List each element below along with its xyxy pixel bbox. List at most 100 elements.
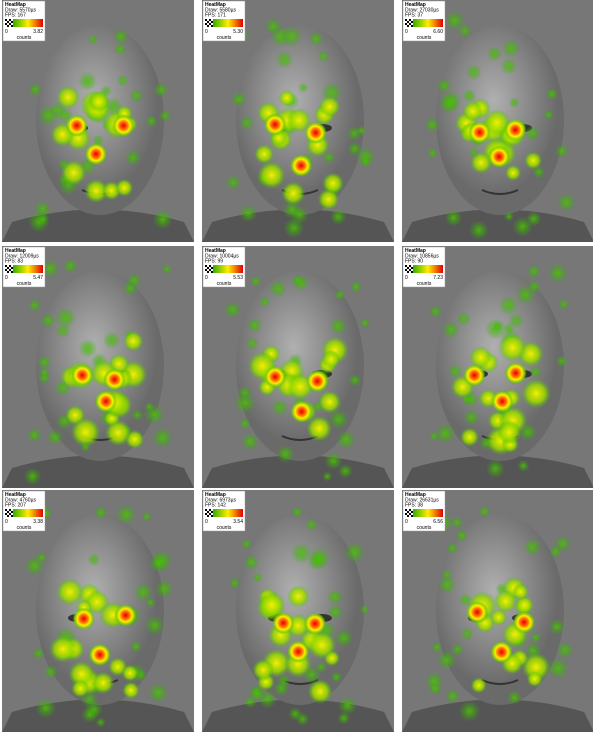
heat-spot — [298, 83, 308, 93]
heat-spot — [28, 299, 42, 313]
heat-spot — [427, 148, 438, 159]
heat-spot — [319, 96, 341, 118]
scale-min: 0 — [205, 519, 208, 525]
scale-bar — [413, 509, 443, 517]
scale-max: 6.60 — [433, 29, 443, 35]
panel: HeatMapDraw: 4760µsFPS: 20703.38counts — [2, 490, 194, 732]
heat-spot — [291, 506, 303, 518]
heat-spot — [133, 582, 152, 601]
scale-max: 5.53 — [233, 275, 243, 281]
legend: HeatMapDraw: 12009µsFPS: 8305.47counts — [3, 247, 45, 287]
heat-spot — [505, 362, 527, 384]
scale-bar — [13, 19, 43, 27]
scale-min: 0 — [405, 519, 408, 525]
heat-spot — [308, 679, 333, 704]
heat-spot — [115, 604, 137, 626]
heat-spot — [334, 289, 345, 300]
heat-spot — [527, 671, 543, 687]
heat-spot — [327, 604, 343, 620]
heat-spot — [36, 213, 49, 226]
fps: FPS: 171 — [205, 13, 226, 19]
heat-spot — [322, 471, 332, 481]
heat-spot — [113, 28, 129, 44]
heat-spot — [96, 717, 106, 727]
heat-spot — [78, 71, 97, 90]
heat-spot — [288, 707, 302, 721]
heat-spot — [350, 281, 363, 294]
heat-spot — [112, 115, 134, 137]
heat-spot — [142, 512, 152, 522]
heat-spot — [290, 155, 312, 177]
heat-spot — [309, 547, 331, 569]
heat-spot — [27, 427, 42, 442]
heat-spot — [508, 313, 523, 328]
heat-spot — [276, 445, 295, 464]
scale-min: 0 — [5, 519, 8, 525]
heat-spot — [469, 121, 491, 143]
heat-spot — [287, 641, 309, 663]
heat-spot — [317, 50, 329, 62]
heat-spot — [555, 144, 569, 158]
heat-spot — [44, 665, 58, 679]
heat-spot — [497, 420, 521, 444]
heat-spot — [239, 418, 251, 430]
scale-bar — [413, 265, 443, 273]
heat-spot — [446, 542, 458, 554]
heat-spot — [557, 193, 576, 212]
heat-spot — [63, 258, 78, 273]
heat-spot — [322, 172, 344, 194]
heat-spot — [24, 468, 41, 485]
heat-spot — [463, 409, 479, 425]
panel: HeatMapDraw: 10004µsFPS: 9905.53counts — [202, 246, 394, 488]
heat-spot — [344, 542, 365, 563]
panel: HeatMapDraw: 12009µsFPS: 8305.47counts — [2, 246, 194, 488]
heat-spot — [148, 683, 169, 704]
scale-checker — [405, 265, 413, 273]
heat-spot — [246, 337, 259, 350]
heat-spot — [504, 119, 526, 141]
heat-spot — [304, 613, 326, 635]
heat-spot — [509, 97, 520, 108]
heat-spot — [36, 698, 56, 718]
fps: FPS: 38 — [405, 503, 423, 509]
heat-spot — [152, 427, 173, 448]
scale-unit: counts — [17, 281, 32, 287]
heat-spot — [436, 78, 451, 93]
heat-spot — [287, 585, 310, 608]
heat-spot — [153, 82, 168, 97]
scale-bar — [13, 265, 43, 273]
heat-spot — [549, 619, 566, 636]
heat-spot — [259, 296, 271, 308]
heat-spot — [348, 374, 361, 387]
scale-checker — [205, 265, 213, 273]
heat-spot — [281, 181, 305, 205]
heat-spot — [145, 615, 165, 635]
heat-spot — [88, 92, 109, 113]
heat-spot — [95, 390, 117, 412]
fps: FPS: 90 — [405, 259, 423, 265]
heat-spot — [554, 535, 571, 552]
heat-spot — [88, 34, 99, 45]
legend: HeatMapDraw: 10856µsFPS: 9007.23counts — [403, 247, 445, 287]
heat-spot — [291, 401, 313, 423]
scale-max: 5.47 — [33, 275, 43, 281]
heat-spot — [92, 672, 115, 695]
heat-spot — [144, 402, 154, 412]
heat-spot — [272, 612, 294, 634]
heat-spot — [306, 416, 332, 442]
heat-spot — [529, 366, 542, 379]
scale-unit: counts — [417, 525, 432, 531]
heat-spot — [491, 390, 513, 412]
heat-spot — [159, 109, 172, 122]
heat-spot — [225, 175, 240, 190]
heat-spot — [129, 89, 143, 103]
heat-spot — [359, 604, 369, 614]
heat-spot — [459, 700, 480, 721]
scale-unit: counts — [417, 281, 432, 287]
heat-spot — [234, 392, 256, 414]
heat-spot — [445, 209, 462, 226]
heat-spot — [523, 538, 542, 557]
